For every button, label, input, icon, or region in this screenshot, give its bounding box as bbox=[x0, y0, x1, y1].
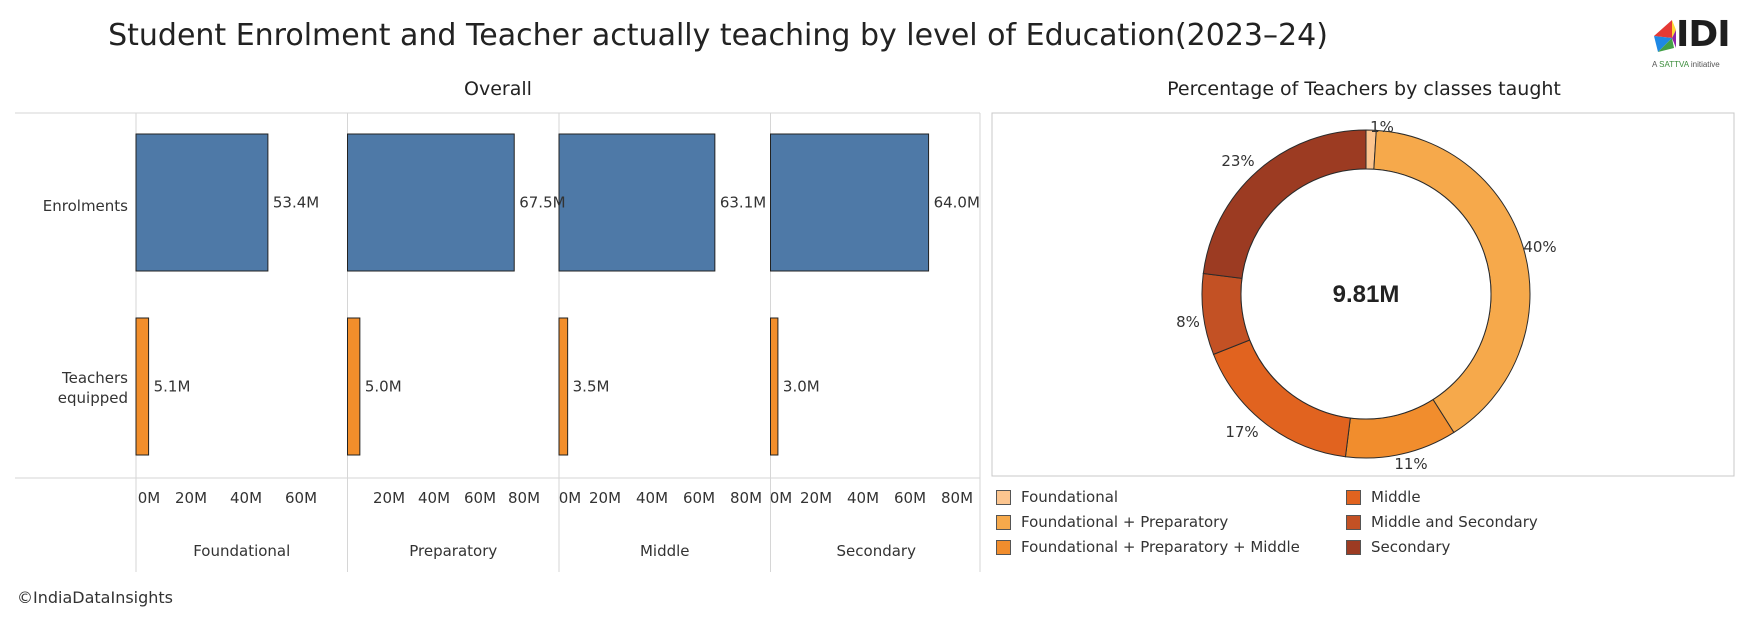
donut-slice-label: 11% bbox=[1394, 455, 1427, 473]
bar-value-label: 5.0M bbox=[365, 378, 402, 396]
bar-enrolments bbox=[135, 133, 269, 272]
legend-label: Foundational bbox=[1021, 488, 1119, 506]
bar-value-label: 3.0M bbox=[783, 378, 820, 396]
legend-swatch bbox=[996, 539, 1011, 555]
legend-label: Middle bbox=[1371, 488, 1421, 506]
bar-category-label: Teachers bbox=[61, 369, 128, 387]
bar-teachers-equipped bbox=[347, 317, 361, 456]
bar-value-label: 64.0M bbox=[934, 194, 980, 212]
x-tick-label: 40M bbox=[847, 489, 879, 507]
idi-logo: IDI A SATTVA initiative bbox=[1646, 14, 1736, 69]
bar-enrolments bbox=[347, 133, 515, 272]
bar-enrolments bbox=[558, 133, 716, 272]
x-tick-label: 20M bbox=[175, 489, 207, 507]
legend-label: Foundational + Preparatory bbox=[1021, 513, 1229, 531]
logo-mark-icon bbox=[1654, 20, 1676, 52]
x-tick-label: 80M bbox=[508, 489, 540, 507]
x-tick-label: 60M bbox=[683, 489, 715, 507]
overall-bar-chart: Overall Enrolments Teachers equipped 53.4M… bbox=[15, 78, 981, 572]
legend-item: Middle and Secondary bbox=[1346, 513, 1538, 531]
x-tick-label: 40M bbox=[230, 489, 262, 507]
bar-value-label: 3.5M bbox=[573, 378, 610, 396]
panel-label: Foundational bbox=[193, 542, 290, 560]
legend-item: Foundational bbox=[996, 488, 1118, 506]
logo-text: IDI bbox=[1676, 14, 1731, 55]
panel-label: Preparatory bbox=[409, 542, 497, 560]
legend-swatch bbox=[1346, 539, 1361, 555]
panel-label: Middle bbox=[640, 542, 690, 560]
x-tick-label: 80M bbox=[941, 489, 973, 507]
legend-label: Foundational + Preparatory + Middle bbox=[1021, 538, 1300, 556]
legend-swatch bbox=[1346, 514, 1361, 530]
x-tick-label: 40M bbox=[418, 489, 450, 507]
bar-enrolments bbox=[770, 133, 930, 272]
x-tick-label: 0M bbox=[559, 489, 582, 507]
panel-label: Secondary bbox=[837, 542, 917, 560]
x-tick-label: 40M bbox=[636, 489, 668, 507]
legend-item: Secondary bbox=[1346, 538, 1450, 556]
legend-item: Foundational + Preparatory bbox=[996, 513, 1228, 531]
bar-category-label: Enrolments bbox=[43, 197, 128, 215]
teachers-donut-chart: Percentage of Teachers by classes taught… bbox=[991, 78, 1735, 477]
bar-chart-title: Overall bbox=[464, 78, 532, 100]
legend-swatch bbox=[1346, 489, 1361, 505]
credit-text: ©IndiaDataInsights bbox=[17, 588, 174, 607]
bar-value-label: 67.5M bbox=[519, 194, 565, 212]
donut-slice-label: 8% bbox=[1176, 313, 1200, 331]
bar-category-label: equipped bbox=[58, 389, 128, 407]
legend-label: Secondary bbox=[1371, 538, 1451, 556]
legend-swatch bbox=[996, 514, 1011, 530]
bar-value-label: 5.1M bbox=[154, 378, 191, 396]
x-tick-label: 20M bbox=[373, 489, 405, 507]
x-tick-label: 0M bbox=[770, 489, 793, 507]
bar-teachers-equipped bbox=[135, 317, 150, 456]
legend-item: Middle bbox=[1346, 488, 1421, 506]
legend-swatch bbox=[996, 489, 1011, 505]
x-tick-label: 20M bbox=[589, 489, 621, 507]
donut-chart-title: Percentage of Teachers by classes taught bbox=[1167, 78, 1561, 100]
bar-value-label: 53.4M bbox=[273, 194, 319, 212]
x-tick-label: 0M bbox=[138, 489, 161, 507]
page-title: Student Enrolment and Teacher actually t… bbox=[108, 18, 1328, 53]
x-tick-label: 60M bbox=[464, 489, 496, 507]
x-tick-label: 80M bbox=[730, 489, 762, 507]
bar-teachers-equipped bbox=[558, 317, 569, 456]
x-tick-label: 60M bbox=[894, 489, 926, 507]
donut-slice-label: 1% bbox=[1370, 118, 1394, 136]
donut-center-total: 9.81M bbox=[1333, 281, 1400, 308]
legend-label: Middle and Secondary bbox=[1371, 513, 1538, 531]
bar-value-label: 63.1M bbox=[720, 194, 766, 212]
donut-slice-label: 40% bbox=[1523, 238, 1556, 256]
donut-slice-label: 23% bbox=[1221, 152, 1254, 170]
donut-frame bbox=[991, 112, 1735, 477]
legend-item: Foundational + Preparatory + Middle bbox=[996, 538, 1300, 556]
logo-tagline: A SATTVA initiative bbox=[1652, 60, 1720, 69]
x-tick-label: 20M bbox=[800, 489, 832, 507]
bar-teachers-equipped bbox=[770, 317, 779, 456]
donut-slice-label: 17% bbox=[1225, 423, 1258, 441]
x-tick-label: 60M bbox=[285, 489, 317, 507]
